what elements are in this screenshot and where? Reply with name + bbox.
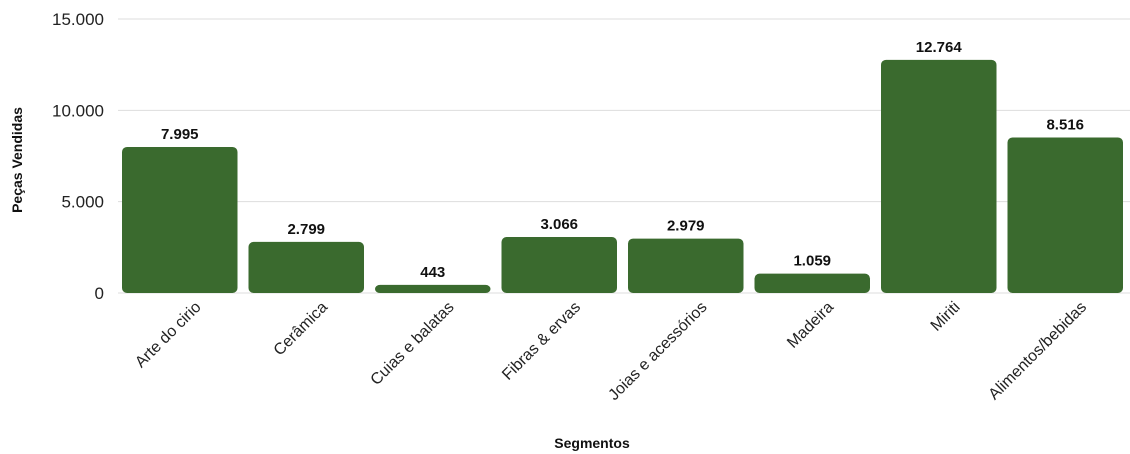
bar xyxy=(754,273,870,293)
bar xyxy=(122,146,238,293)
x-axis-title: Segmentos xyxy=(554,435,630,451)
bar-value-label: 443 xyxy=(420,264,445,281)
y-axis-ticks: 0 5.000 10.000 15.000 xyxy=(52,10,104,303)
bar xyxy=(628,238,744,293)
x-category-label: Madeira xyxy=(784,299,837,352)
bar-value-label: 2.979 xyxy=(667,218,705,235)
y-tick-label: 15.000 xyxy=(52,10,104,29)
x-category-label: Arte do cirio xyxy=(132,299,204,371)
x-category-label: Joias e acessórios xyxy=(605,299,710,404)
x-axis-labels: Arte do cirio Cerâmica Cuias e balatas Fibr… xyxy=(132,299,1090,404)
x-category-label: Fibras & ervas xyxy=(499,299,584,384)
bars xyxy=(122,59,1123,293)
x-category-label: Miriti xyxy=(928,299,964,335)
bar-value-label: 2.799 xyxy=(287,221,325,238)
x-category-label: Cuias e balatas xyxy=(368,299,458,389)
bar-value-label: 1.059 xyxy=(793,253,831,270)
bar xyxy=(1007,137,1123,293)
y-tick-label: 10.000 xyxy=(52,101,104,120)
bar xyxy=(375,284,491,293)
y-tick-label: 5.000 xyxy=(61,193,104,212)
bar xyxy=(881,59,997,293)
bar-value-label: 8.516 xyxy=(1046,116,1084,133)
bar-value-label: 12.764 xyxy=(916,39,963,56)
bar-value-label: 7.995 xyxy=(161,126,199,143)
y-axis-title: Peças Vendidas xyxy=(9,107,25,213)
bar xyxy=(248,241,364,293)
bar xyxy=(501,236,617,293)
bar-value-label: 3.066 xyxy=(540,216,578,233)
x-category-label: Alimentos/bebidas xyxy=(986,299,1090,403)
y-tick-label: 0 xyxy=(95,284,104,303)
value-labels: 7.995 2.799 443 3.066 2.979 1.059 12.764 8.516 xyxy=(161,39,1084,281)
x-category-label: Cerâmica xyxy=(271,299,332,360)
